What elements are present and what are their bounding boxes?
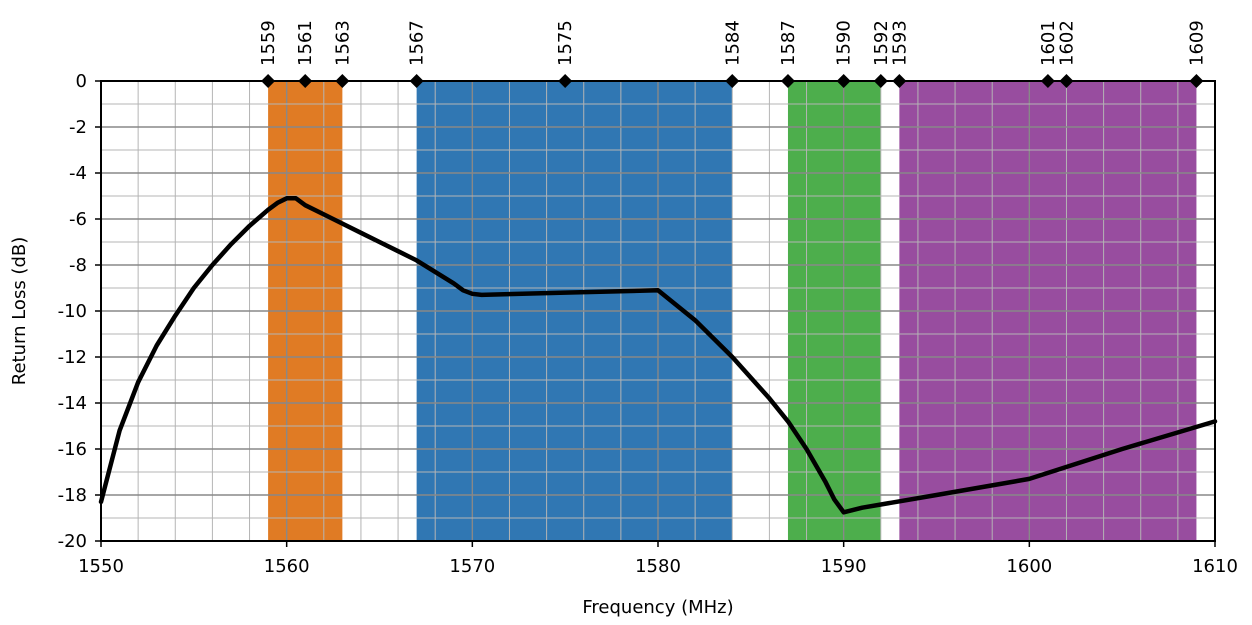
x-tick-label: 1570	[449, 556, 495, 577]
band-marker-label: 1593	[889, 20, 910, 66]
band-marker-label: 1590	[834, 20, 855, 66]
x-axis-ticks: 1550 1560 1570 1580 1590 1600 1610	[78, 541, 1238, 577]
band-marker-label: 1561	[295, 20, 316, 66]
y-tick-label: -16	[58, 439, 87, 460]
y-tick-label: -18	[58, 485, 87, 506]
band-marker-label: 1575	[555, 20, 576, 66]
y-tick-label: -14	[58, 393, 87, 414]
band-marker-label: 1609	[1186, 20, 1207, 66]
x-tick-label: 1550	[78, 556, 124, 577]
x-tick-label: 1610	[1192, 556, 1238, 577]
band-marker-label: 1559	[258, 20, 279, 66]
band-marker-label: 1602	[1056, 20, 1077, 66]
x-tick-label: 1590	[821, 556, 867, 577]
y-tick-label: -6	[69, 209, 87, 230]
y-axis-title: Return Loss (dB)	[9, 237, 30, 385]
x-tick-label: 1600	[1006, 556, 1052, 577]
band-marker-label: 1567	[407, 20, 428, 66]
x-axis-title: Frequency (MHz)	[582, 597, 733, 618]
y-tick-label: -20	[58, 531, 87, 552]
band-markers: 1559 1561 1563 1567 1575 1584 1587 1590 15921593…	[258, 20, 1207, 88]
y-tick-label: -8	[69, 255, 87, 276]
band-marker-label: 1587	[778, 20, 799, 66]
y-tick-label: -12	[58, 347, 87, 368]
band-marker-label: 1563	[332, 20, 353, 66]
y-tick-label: -2	[69, 117, 87, 138]
x-tick-label: 1580	[635, 556, 681, 577]
band-marker-label: 1584	[722, 20, 743, 66]
y-axis-ticks: 0 -2 -4 -6 -8 -10 -12 -14 -16 -18 -20	[58, 71, 101, 552]
y-tick-label: -4	[69, 163, 87, 184]
y-tick-label: -10	[58, 301, 87, 322]
y-tick-label: 0	[76, 71, 87, 92]
x-tick-label: 1560	[264, 556, 310, 577]
